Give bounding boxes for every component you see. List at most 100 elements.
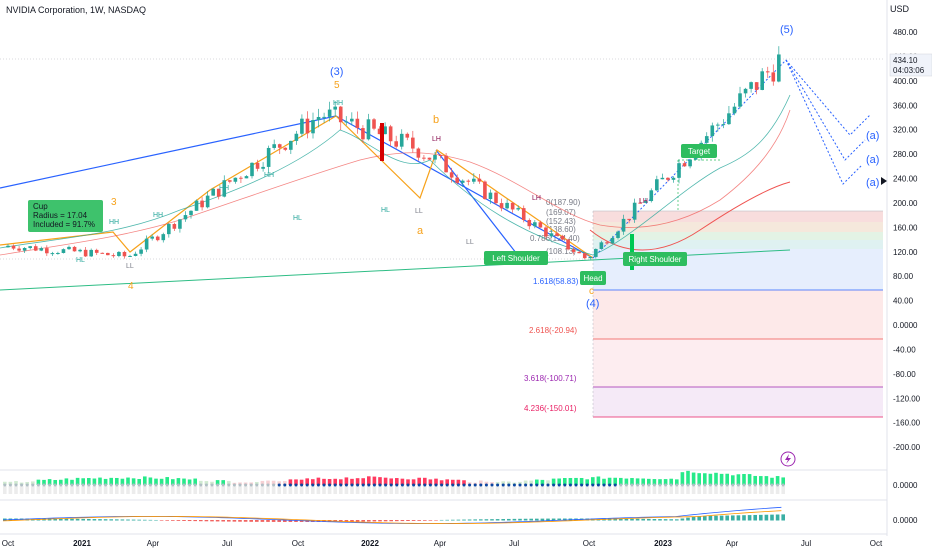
fib-label: (169.07) [546,208,576,217]
squeeze-dot [120,483,124,487]
candle-body [638,202,642,204]
squeeze-bar-neg [327,486,332,494]
squeeze-dot [300,483,304,487]
macd-bar [227,520,231,522]
squeeze-bar-neg [411,486,416,494]
macd-bar [171,520,175,521]
squeeze-dot [311,483,315,487]
macd-bar [165,520,169,521]
candle-body [67,246,71,250]
squeeze-bar [143,476,147,485]
macd-bar [619,518,623,521]
macd-bar [87,518,91,521]
right-shoulder-label: Right Shoulder [629,255,682,264]
squeeze-bar-neg [775,486,780,494]
squeeze-bar [658,479,662,485]
candle-body [483,181,487,200]
macd-bar [238,520,242,522]
candle-body [261,166,265,169]
candle-body [178,219,182,229]
squeeze-bar [131,478,136,485]
squeeze-bar-neg [512,486,517,494]
candle-body [466,180,471,182]
squeeze-dot [608,483,612,487]
swing-label: HL [293,215,302,222]
squeeze-bar-neg [143,486,147,494]
squeeze-bar-neg [523,486,528,494]
candle-body [289,140,293,150]
squeeze-dot [87,483,91,487]
candle-body [538,222,543,228]
price-tick-label: -160.00 [893,419,921,428]
candles[interactable] [6,46,781,260]
squeeze-bar [574,477,578,485]
squeeze-bar [271,480,276,485]
time-tick-label: Apr [434,539,447,548]
price-tag-box [889,53,932,77]
macd-bar [725,515,729,521]
candle-body [738,93,742,107]
squeeze-bar [456,479,461,485]
time-axis[interactable]: Oct 2021 Apr Jul Oct 2022 Apr Jul Oct 2023 Apr Jul O… [2,539,883,548]
macd-bar [204,520,209,522]
fib-zone[interactable] [0,58,883,418]
price-tick-label: 280.00 [893,150,918,159]
candle-body [710,125,715,137]
time-tick-label: Jul [801,539,811,548]
squeeze-bar-neg [176,486,181,494]
squeeze-bar-neg [747,486,752,494]
scroll-marker-icon[interactable] [881,177,887,185]
squeeze-dot [664,483,668,487]
squeeze-dot [781,483,785,487]
candle-body [438,155,443,157]
squeeze-dot [160,483,164,487]
price-axis[interactable]: 480.00440.00400.00360.00320.00280.00240.… [893,28,921,452]
squeeze-bar-neg [361,486,365,494]
candle-body [183,215,188,220]
squeeze-dot [249,483,253,487]
macd-bar [703,515,707,521]
squeeze-dot [658,483,662,487]
squeeze-bar-neg [557,486,561,494]
squeeze-dot [624,483,628,487]
squeeze-dot [680,483,684,487]
squeeze-dot [378,483,382,487]
squeeze-bar-neg [490,486,494,494]
squeeze-dot [759,483,763,487]
lightning-glyph [785,454,791,464]
macd-bar [378,520,382,522]
candle-body [189,210,193,216]
squeeze-bar-neg [484,486,489,494]
squeeze-bar [294,479,298,485]
squeeze-dot [92,483,96,487]
time-tick-label: Jul [509,539,519,548]
macd-bar [456,519,461,521]
squeeze-bar [770,477,774,485]
squeeze-bar-neg [372,486,377,494]
candle-body [682,163,687,167]
squeeze-dot [507,483,511,487]
squeeze-dot [613,483,617,487]
fib-zone-7 [593,232,883,240]
squeeze-dot [445,483,449,487]
macd-bar [221,520,225,522]
macd-bar [507,518,511,521]
lightning-icon[interactable] [780,451,796,467]
squeeze-bar [417,477,421,485]
swing-label: HL [76,257,85,264]
candle-body [283,147,288,150]
squeeze-dot [602,483,606,487]
squeeze-bar-neg [479,486,483,494]
squeeze-bar-neg [680,486,685,494]
squeeze-bar-neg [70,486,74,494]
squeeze-bar-neg [731,486,735,494]
squeeze-bar-neg [19,486,24,494]
squeeze-dot [204,483,208,487]
squeeze-dot [104,483,108,487]
squeeze-dot [524,483,528,487]
macd-bar [98,519,102,521]
squeeze-dot [703,483,707,487]
squeeze-dot [367,483,371,487]
candle-body [216,188,221,197]
